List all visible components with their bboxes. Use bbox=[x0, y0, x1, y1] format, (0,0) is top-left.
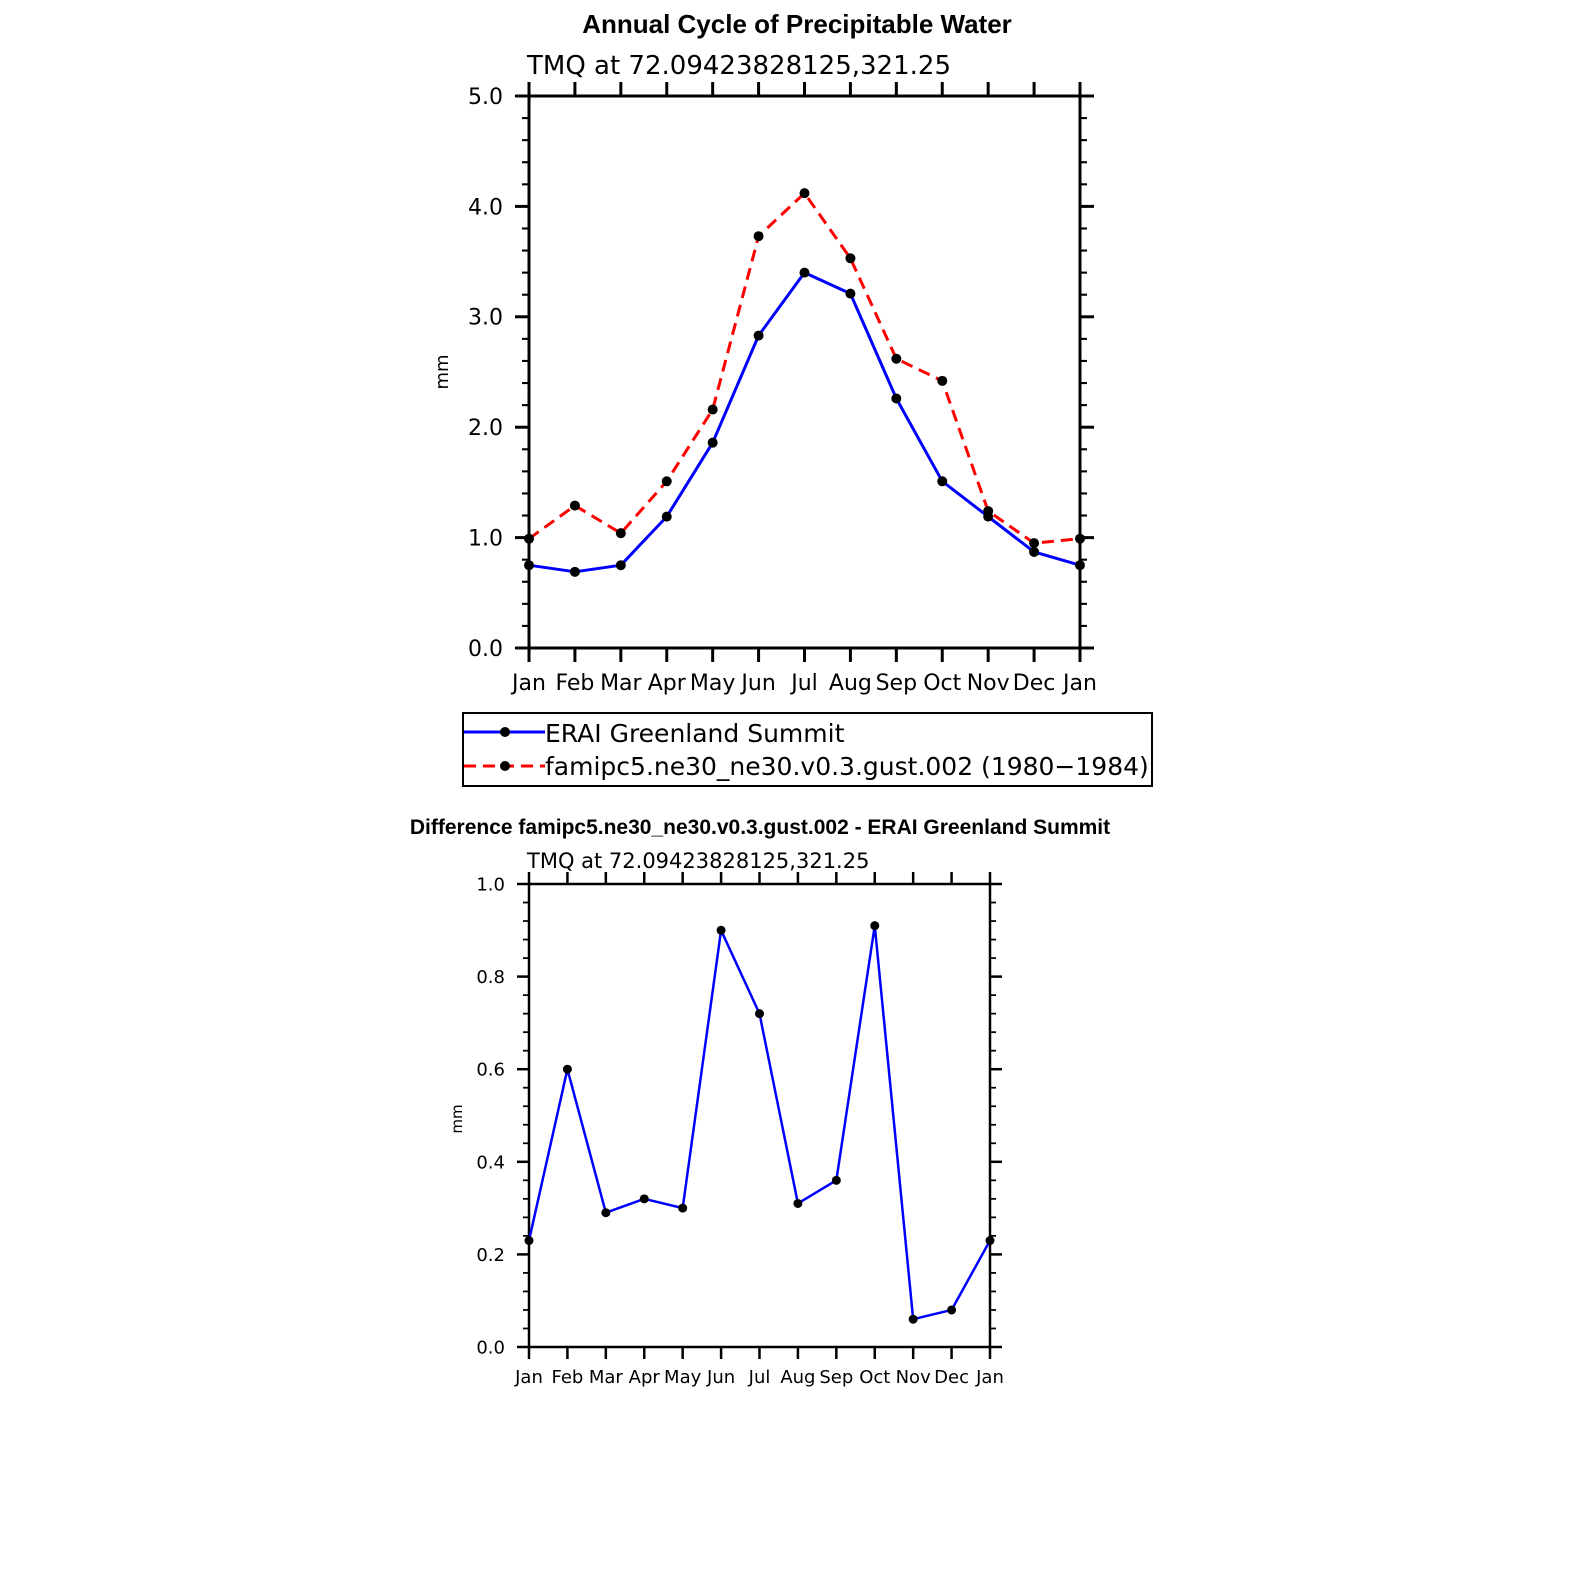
x-tick-label: May bbox=[690, 671, 735, 696]
data-point-series-0 bbox=[947, 1305, 957, 1315]
x-tick-label: Jul bbox=[789, 671, 818, 696]
data-point-series-0 bbox=[1029, 546, 1040, 557]
legend-item-model: famipc5.ne30_ne30.v0.3.gust.002 (1980−19… bbox=[464, 752, 1149, 781]
data-point-series-0 bbox=[1075, 560, 1085, 571]
chart-2-subtitle: TMQ at 72.09423828125,321.25 bbox=[526, 849, 869, 873]
x-tick-label: Oct bbox=[859, 1367, 890, 1388]
data-point-series-1 bbox=[707, 404, 718, 415]
y-tick-label: 1.0 bbox=[476, 874, 505, 895]
x-tick-label: Dec bbox=[1013, 671, 1056, 696]
x-tick-label: Jan bbox=[510, 671, 546, 696]
data-point-series-0 bbox=[678, 1203, 688, 1213]
chart-1-subtitle: TMQ at 72.09423828125,321.25 bbox=[526, 51, 951, 81]
data-point-series-1 bbox=[661, 476, 672, 487]
y-tick-label: 3.0 bbox=[468, 306, 503, 331]
x-tick-label: Aug bbox=[829, 671, 872, 696]
x-tick-label: Jan bbox=[975, 1367, 1004, 1388]
y-tick-label: 0.6 bbox=[476, 1060, 505, 1081]
data-point-series-0 bbox=[524, 560, 534, 571]
data-point-series-0 bbox=[799, 267, 810, 278]
legend-model-label: famipc5.ne30_ne30.v0.3.gust.002 (1980−19… bbox=[545, 752, 1149, 781]
y-tick-label: 0.0 bbox=[476, 1337, 505, 1358]
data-point-series-0 bbox=[569, 566, 580, 577]
data-point-series-1 bbox=[1029, 538, 1040, 549]
data-point-series-0 bbox=[793, 1198, 803, 1208]
data-point-series-1 bbox=[845, 253, 856, 264]
chart-1-y-axis-label: mm bbox=[432, 354, 453, 389]
y-tick-label: 0.2 bbox=[476, 1245, 505, 1266]
data-point-series-1 bbox=[753, 231, 764, 242]
data-point-series-0 bbox=[891, 393, 902, 404]
data-point-series-1 bbox=[1075, 533, 1085, 544]
data-point-series-0 bbox=[716, 925, 726, 935]
x-tick-label: Sep bbox=[819, 1367, 853, 1388]
legend-model-marker bbox=[500, 761, 510, 771]
chart-2-plot-area: Jan Feb Mar Apr May Jun Jul Aug Sep Oct Nov Dec Jan 0… bbox=[476, 872, 1004, 1388]
x-tick-label: Jun bbox=[739, 671, 775, 696]
y-tick-label: 5.0 bbox=[468, 85, 503, 110]
y-tick-label: 4.0 bbox=[468, 195, 503, 220]
data-point-series-0 bbox=[601, 1208, 611, 1218]
data-point-series-0 bbox=[755, 1009, 764, 1019]
data-point-series-0 bbox=[831, 1175, 841, 1185]
x-tick-label: Apr bbox=[629, 1367, 661, 1388]
chart-1-plot-area: Jan Feb Mar Apr May Jun Jul Aug Sep Oct Nov Dec Jan0… bbox=[468, 82, 1097, 696]
x-tick-label: May bbox=[664, 1367, 702, 1388]
data-point-series-1 bbox=[569, 500, 580, 511]
data-point-series-0 bbox=[845, 288, 856, 299]
data-point-series-1 bbox=[891, 353, 902, 364]
legend-item-erai: ERAI Greenland Summit bbox=[464, 719, 845, 748]
data-point-series-0 bbox=[985, 1236, 995, 1246]
x-tick-label: Dec bbox=[934, 1367, 969, 1388]
x-tick-label: Jan bbox=[1061, 671, 1097, 696]
y-tick-label: 0.4 bbox=[476, 1152, 505, 1173]
y-tick-label: 0.8 bbox=[476, 967, 505, 988]
x-tick-label: Jun bbox=[706, 1367, 735, 1388]
x-tick-label: Nov bbox=[967, 671, 1010, 696]
data-point-series-1 bbox=[524, 533, 534, 544]
y-tick-label: 2.0 bbox=[468, 416, 503, 441]
x-tick-label: Sep bbox=[876, 671, 917, 696]
data-point-series-0 bbox=[937, 476, 948, 487]
legend-erai-label: ERAI Greenland Summit bbox=[545, 719, 845, 748]
x-tick-label: Oct bbox=[923, 671, 961, 696]
y-tick-label: 1.0 bbox=[468, 527, 503, 552]
annual-cycle-chart: Annual Cycle of Precipitable Water TMQ a… bbox=[432, 9, 1153, 787]
data-point-series-0 bbox=[908, 1314, 918, 1324]
chart-1-title: Annual Cycle of Precipitable Water bbox=[582, 9, 1012, 39]
data-point-series-0 bbox=[707, 437, 718, 448]
data-point-series-0 bbox=[661, 511, 672, 522]
data-point-series-1 bbox=[937, 375, 948, 386]
data-point-series-0 bbox=[615, 560, 626, 571]
data-point-series-0 bbox=[639, 1194, 649, 1204]
x-tick-label: Feb bbox=[551, 1367, 583, 1388]
y-tick-label: 0.0 bbox=[468, 637, 503, 662]
data-point-series-1 bbox=[799, 188, 810, 199]
data-point-series-0 bbox=[524, 1236, 534, 1246]
legend-erai-marker bbox=[500, 727, 510, 737]
chart-2-title: Difference famipc5.ne30_ne30.v0.3.gust.0… bbox=[410, 816, 1110, 839]
legend-box bbox=[462, 712, 1153, 787]
x-tick-label: Jul bbox=[748, 1367, 771, 1388]
x-tick-label: Aug bbox=[780, 1367, 815, 1388]
x-tick-label: Mar bbox=[600, 671, 642, 696]
data-point-series-0 bbox=[753, 330, 764, 341]
x-tick-label: Mar bbox=[589, 1367, 624, 1388]
chart-2-y-axis-label: mm bbox=[448, 1104, 466, 1133]
x-tick-label: Feb bbox=[555, 671, 594, 696]
chart-1-legend: ERAI Greenland Summit famipc5.ne30_ne30.… bbox=[462, 712, 1153, 787]
data-point-series-1 bbox=[615, 528, 626, 539]
data-point-series-1 bbox=[983, 506, 994, 517]
data-point-series-0 bbox=[870, 921, 880, 931]
x-tick-label: Apr bbox=[648, 671, 687, 696]
x-tick-label: Nov bbox=[896, 1367, 931, 1388]
data-point-series-0 bbox=[562, 1064, 572, 1074]
difference-chart: Difference famipc5.ne30_ne30.v0.3.gust.0… bbox=[410, 816, 1110, 1388]
x-tick-label: Jan bbox=[514, 1367, 543, 1388]
